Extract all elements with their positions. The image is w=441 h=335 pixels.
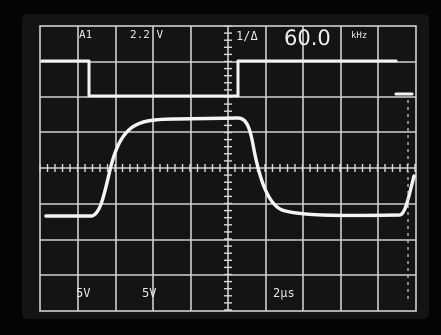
ch2-volts-per-div: 5V — [142, 286, 156, 300]
gate-trace — [40, 59, 398, 98]
channel-level: 2.2 V — [130, 28, 163, 41]
pulse-trace — [44, 116, 416, 218]
channel-label: A1 — [79, 28, 92, 41]
center-axis-ticks — [39, 25, 416, 311]
trace-group — [40, 59, 416, 218]
frequency-value: 60.0 — [284, 26, 331, 50]
delta-marker: 1/Δ — [236, 29, 258, 43]
frequency-unit: kHz — [351, 31, 367, 41]
screen-area — [22, 14, 429, 319]
ch1-volts-per-div: 5V — [76, 286, 90, 300]
time-per-div: 2μs — [273, 286, 295, 300]
